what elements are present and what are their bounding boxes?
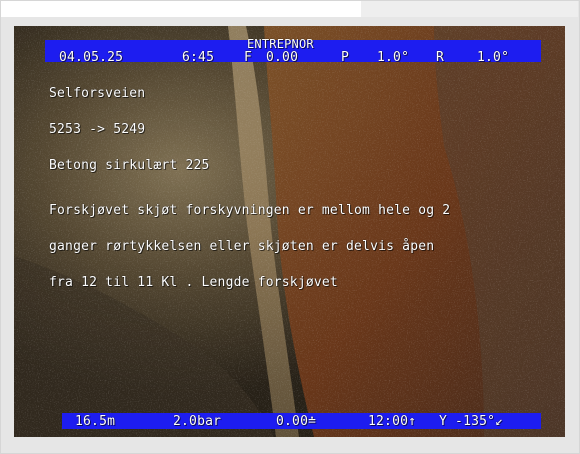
osd-observation-block: Forskjøvet skjøt forskyvningen er mellom… bbox=[49, 181, 450, 313]
osd-pressure: 2.0bar bbox=[173, 414, 222, 429]
osd-date: 04.05.25 bbox=[59, 50, 124, 65]
osd-p-value: 1.0° bbox=[377, 50, 410, 65]
osd-observation-line: Forskjøvet skjøt forskyvningen er mellom… bbox=[49, 203, 451, 218]
osd-observation-line: fra 12 til 11 Kl . Lengde forskjøvet bbox=[49, 275, 338, 290]
osd-r-value: 1.0° bbox=[477, 50, 510, 65]
osd-bottom-bar bbox=[62, 413, 541, 429]
osd-location-block: Selforsveien 5253 -> 5249 Betong sirkulæ… bbox=[49, 64, 210, 196]
osd-title: ENTREPNOR bbox=[247, 37, 314, 51]
osd-top-bar bbox=[45, 40, 541, 62]
osd-f-label: F bbox=[244, 50, 253, 65]
osd-p-label: P bbox=[341, 50, 350, 65]
osd-pipe-type: Betong sirkulært 225 bbox=[49, 158, 210, 173]
osd-time: 6:45 bbox=[182, 50, 215, 65]
inspection-video-frame: ENTREPNOR 04.05.25 6:45 F 0.00 P 1.0° R … bbox=[14, 26, 565, 437]
osd-y-angle: Y -135°↙ bbox=[439, 414, 504, 429]
pipe-interior-image bbox=[14, 26, 565, 437]
top-strip-left bbox=[1, 1, 361, 17]
osd-manhole-section: 5253 -> 5249 bbox=[49, 122, 146, 137]
osd-observation-line: ganger rørtykkelsen eller skjøten er del… bbox=[49, 239, 435, 254]
osd-street: Selforsveien bbox=[49, 86, 146, 101]
osd-r-label: R bbox=[436, 50, 445, 65]
top-strip-right bbox=[361, 1, 578, 17]
osd-clock-position: 12:00↑ bbox=[368, 414, 417, 429]
osd-value: 0.00≐ bbox=[276, 414, 317, 429]
osd-distance: 16.5m bbox=[75, 414, 116, 429]
osd-f-value: 0.00 bbox=[266, 50, 299, 65]
